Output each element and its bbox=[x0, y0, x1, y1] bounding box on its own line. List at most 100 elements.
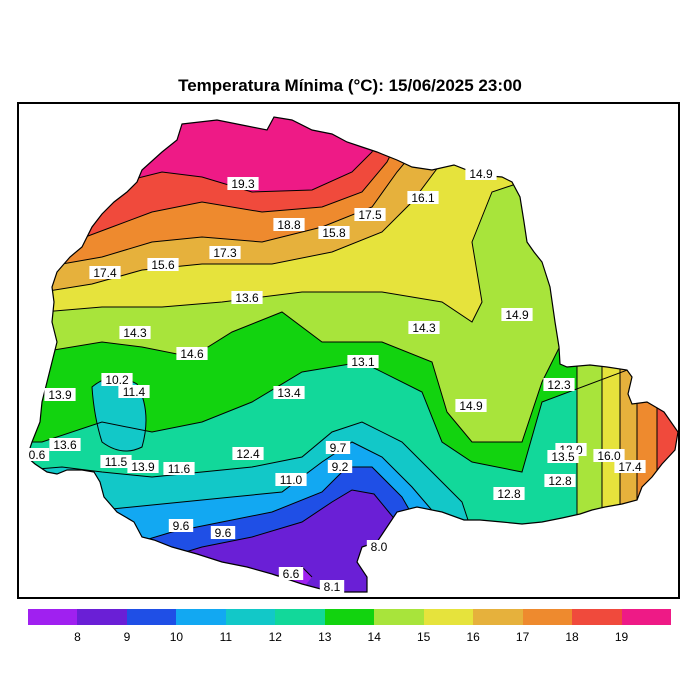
legend-tick-label: 15 bbox=[417, 630, 431, 644]
value-label-background bbox=[465, 167, 497, 180]
legend-swatch bbox=[176, 609, 226, 625]
value-label-text: 14.9 bbox=[459, 399, 483, 413]
temperature-value-label: 11.4 bbox=[118, 385, 150, 399]
legend-tick-label: 8 bbox=[74, 630, 81, 644]
temperature-value-label: 6.6 bbox=[278, 567, 304, 581]
band-east-18-19 bbox=[657, 362, 678, 522]
value-label-text: 9.2 bbox=[332, 460, 349, 474]
temperature-value-label: 16.0 bbox=[593, 449, 625, 463]
value-label-background bbox=[127, 460, 159, 473]
value-label-background bbox=[49, 438, 81, 451]
map-title: Temperatura Mínima (°C): 15/06/2025 23:0… bbox=[178, 76, 522, 95]
value-label-text: 17.3 bbox=[213, 246, 237, 260]
value-label-background bbox=[347, 355, 379, 368]
temperature-value-label: 11.0 bbox=[275, 473, 307, 487]
legend-tick-label: 11 bbox=[219, 630, 233, 644]
legend-swatch bbox=[275, 609, 325, 625]
temperature-value-label: 8.1 bbox=[319, 580, 345, 594]
temperature-value-label: 17.5 bbox=[354, 208, 386, 222]
temperature-value-label: 12.8 bbox=[544, 474, 576, 488]
value-label-background bbox=[24, 448, 50, 461]
value-label-background bbox=[278, 567, 304, 580]
legend-swatch bbox=[374, 609, 424, 625]
value-label-text: 13.6 bbox=[235, 291, 259, 305]
temperature-value-label: 8.0 bbox=[366, 540, 392, 554]
temperature-value-label: 10.2 bbox=[101, 373, 133, 387]
value-label-background bbox=[408, 321, 440, 334]
legend-swatch bbox=[473, 609, 523, 625]
temperature-value-label: 9.6 bbox=[168, 519, 194, 533]
temperature-value-label: 0.6 bbox=[24, 448, 50, 462]
legend-swatch bbox=[522, 609, 573, 625]
value-label-background bbox=[543, 378, 575, 391]
band-east-16-17 bbox=[620, 362, 637, 522]
legend-swatch bbox=[28, 609, 78, 625]
value-label-text: 9.7 bbox=[330, 441, 347, 455]
value-label-text: 12.8 bbox=[497, 487, 521, 501]
temperature-value-label: 11.5 bbox=[100, 455, 132, 469]
value-label-text: 11.4 bbox=[123, 385, 146, 399]
legend-tick-label: 13 bbox=[318, 630, 332, 644]
temperature-value-label: 13.9 bbox=[44, 388, 76, 402]
value-label-text: 14.3 bbox=[123, 326, 147, 340]
temperature-value-label: 12.4 bbox=[232, 447, 264, 461]
band-east-15-16 bbox=[602, 362, 620, 522]
value-label-background bbox=[119, 326, 151, 339]
value-label-text: 13.9 bbox=[48, 388, 72, 402]
value-label-text: 15.8 bbox=[322, 226, 346, 240]
value-label-background bbox=[44, 388, 76, 401]
temperature-value-label: 9.2 bbox=[327, 460, 353, 474]
value-label-text: 11.0 bbox=[280, 473, 303, 487]
legend-tick-label: 9 bbox=[123, 630, 131, 644]
legend-swatch bbox=[621, 609, 672, 625]
temperature-value-label: 17.3 bbox=[209, 246, 241, 260]
value-label-background bbox=[147, 258, 179, 271]
value-label-text: 13.4 bbox=[277, 386, 301, 400]
value-label-background bbox=[227, 177, 259, 190]
value-label-background bbox=[614, 460, 646, 473]
temperature-value-label: 9.6 bbox=[210, 526, 236, 540]
value-label-background bbox=[325, 441, 351, 454]
band-east-14-15 bbox=[577, 362, 602, 522]
value-label-background bbox=[210, 526, 236, 539]
value-label-background bbox=[366, 540, 392, 553]
value-label-text: 16.0 bbox=[597, 449, 621, 463]
temperature-value-label: 13.6 bbox=[231, 291, 263, 305]
value-label-background bbox=[273, 386, 305, 399]
temperature-value-label: 14.9 bbox=[455, 399, 487, 413]
value-label-background bbox=[176, 347, 208, 360]
temperature-value-label: 17.4 bbox=[614, 460, 646, 474]
value-label-background bbox=[319, 580, 345, 593]
value-label-text: 11.6 bbox=[168, 462, 191, 476]
value-label-background bbox=[168, 519, 194, 532]
value-label-text: 16.1 bbox=[411, 191, 435, 205]
value-label-background bbox=[273, 218, 305, 231]
legend-tick-label: 17 bbox=[515, 630, 530, 644]
temperature-value-label: 17.4 bbox=[89, 266, 121, 280]
temperature-value-label: 11.6 bbox=[163, 462, 195, 476]
temperature-value-label: 12.8 bbox=[493, 487, 525, 501]
value-label-text: 12.4 bbox=[236, 447, 260, 461]
value-label-background bbox=[327, 460, 353, 473]
band-east-17-18 bbox=[637, 362, 657, 522]
value-label-text: 12.3 bbox=[547, 378, 571, 392]
legend-tick-label: 10 bbox=[169, 630, 184, 644]
value-label-background bbox=[163, 462, 195, 475]
legend-swatch bbox=[572, 609, 622, 625]
state-border bbox=[26, 116, 678, 593]
value-label-background bbox=[118, 385, 150, 398]
legend-tick-label: 18 bbox=[565, 630, 579, 644]
temperature-value-label: 16.1 bbox=[407, 191, 439, 205]
temperature-value-label: 12.3 bbox=[543, 378, 575, 392]
legend-tick-label: 12 bbox=[268, 630, 282, 644]
value-label-background bbox=[100, 455, 132, 468]
value-label-background bbox=[407, 191, 439, 204]
value-label-background bbox=[318, 226, 350, 239]
map-frame: 19.3 18.8 17.5 16.1 14.9 15.8 17.3 15.6 17.4 13.6… bbox=[17, 102, 680, 599]
value-label-background bbox=[455, 399, 487, 412]
value-label-text: 12.8 bbox=[548, 474, 572, 488]
value-label-text: 14.9 bbox=[505, 308, 529, 322]
value-label-text: 14.6 bbox=[180, 347, 204, 361]
temperature-value-label: 9.7 bbox=[325, 441, 351, 455]
temperature-value-label: 15.8 bbox=[318, 226, 350, 240]
